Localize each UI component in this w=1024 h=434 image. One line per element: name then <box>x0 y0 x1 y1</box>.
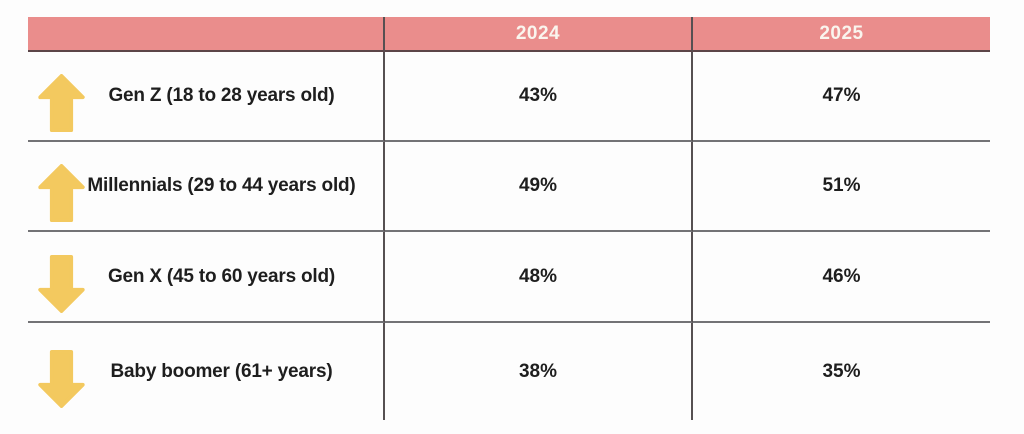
row-label: Baby boomer (61+ years) <box>110 360 333 382</box>
table-row-baby-boomer: Baby boomer (61+ years) 38% 35% <box>28 323 990 420</box>
label-cell: Gen Z (18 to 28 years old) <box>28 52 385 142</box>
label-cell: Millennials (29 to 44 years old) <box>28 142 385 232</box>
header-cell-2025: 2025 <box>693 17 990 52</box>
row-label: Gen X (45 to 60 years old) <box>107 265 336 287</box>
value-2024: 49% <box>385 142 693 232</box>
trend-up-icon <box>38 74 85 132</box>
value-2025: 46% <box>693 232 990 323</box>
label-cell: Gen X (45 to 60 years old) <box>28 232 385 323</box>
label-cell: Baby boomer (61+ years) <box>28 323 385 420</box>
trend-up-icon <box>38 164 85 222</box>
header-cell-empty <box>28 17 385 52</box>
value-2024: 43% <box>385 52 693 142</box>
row-label: Millennials (29 to 44 years old) <box>87 175 356 196</box>
trend-down-icon <box>38 254 85 313</box>
value-2024: 38% <box>385 323 693 420</box>
value-2025: 51% <box>693 142 990 232</box>
row-label: Gen Z (18 to 28 years old) <box>108 85 335 106</box>
table-header-row: 2024 2025 <box>28 17 990 52</box>
value-2025: 35% <box>822 360 861 382</box>
table-row-millennials: Millennials (29 to 44 years old) 49% 51% <box>28 142 990 232</box>
value-2024: 48% <box>385 232 693 323</box>
header-cell-2024: 2024 <box>385 17 693 52</box>
table-row-gen-x: Gen X (45 to 60 years old) 48% 46% <box>28 232 990 323</box>
value-2025: 47% <box>693 52 990 142</box>
generation-comparison-table: 2024 2025 Gen Z (18 to 28 years old) 43%… <box>28 17 990 420</box>
table-row-gen-z: Gen Z (18 to 28 years old) 43% 47% <box>28 52 990 142</box>
trend-down-icon <box>38 349 85 408</box>
